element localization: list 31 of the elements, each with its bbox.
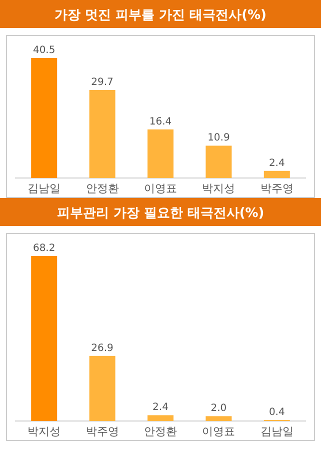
bar: [206, 146, 232, 178]
data-label: 2.4: [152, 402, 168, 414]
bar: [31, 58, 58, 178]
data-label: 2.0: [210, 403, 227, 414]
x-tick-label: 박지성: [28, 425, 61, 438]
x-tick-label: 박주영: [86, 425, 119, 438]
data-label: 0.4: [268, 407, 285, 418]
data-label: 2.4: [268, 158, 285, 169]
data-label: 40.5: [32, 45, 56, 56]
bar: [264, 170, 290, 178]
x-tick-label: 이영표: [202, 425, 236, 438]
x-tick-label: 김남일: [260, 425, 294, 438]
x-tick-label: 박주영: [260, 182, 294, 195]
x-tick-label: 이영표: [144, 182, 177, 195]
bar: [148, 415, 174, 421]
bar: [89, 90, 116, 178]
x-tick-label: 김남일: [28, 182, 61, 195]
data-label: 10.9: [208, 132, 230, 144]
x-tick-label: 안정환: [86, 182, 119, 195]
bar: [148, 129, 174, 178]
bar: [31, 256, 58, 421]
x-tick-label: 안정환: [144, 425, 177, 438]
bar: [89, 356, 116, 421]
data-label: 29.7: [91, 77, 114, 88]
x-tick-label: 박지성: [202, 182, 236, 195]
chart-title: 피부관리 가장 필요한 태극전사(%): [56, 206, 264, 221]
data-label: 16.4: [149, 116, 172, 128]
data-label: 68.2: [32, 243, 56, 254]
bar: [206, 416, 232, 421]
data-label: 26.9: [91, 342, 114, 354]
chart-title: 가장 멋진 피부를 가진 태극전사(%): [54, 8, 267, 23]
